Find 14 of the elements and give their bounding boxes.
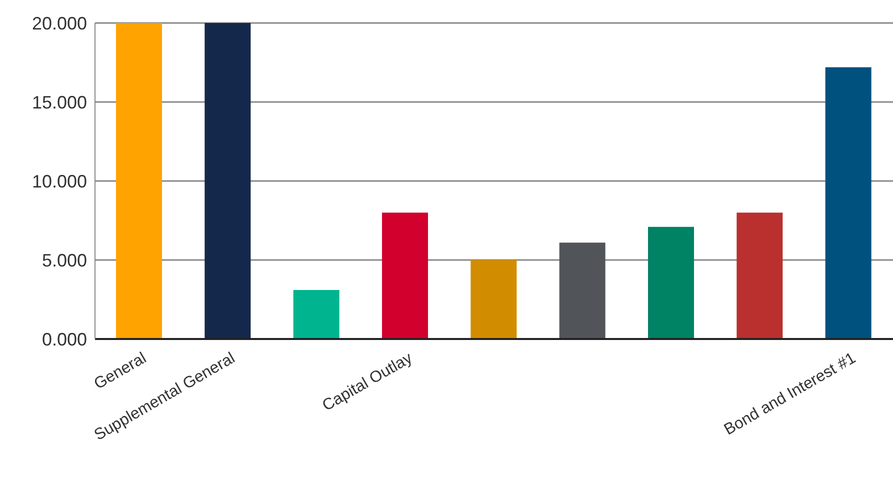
bar (293, 290, 340, 339)
y-tick-label: 10.000 (32, 171, 87, 192)
y-tick-label: 5.000 (42, 250, 87, 270)
bar (736, 212, 783, 339)
y-tick-label: 20.000 (32, 13, 87, 34)
bar (559, 242, 606, 339)
bar (470, 260, 517, 339)
y-tick-label: 15.000 (32, 92, 87, 112)
bar (204, 23, 251, 339)
y-tick-label: 0.000 (42, 329, 87, 350)
bar (825, 67, 872, 339)
bar (116, 23, 162, 339)
bar (382, 212, 428, 339)
bar (648, 226, 694, 339)
